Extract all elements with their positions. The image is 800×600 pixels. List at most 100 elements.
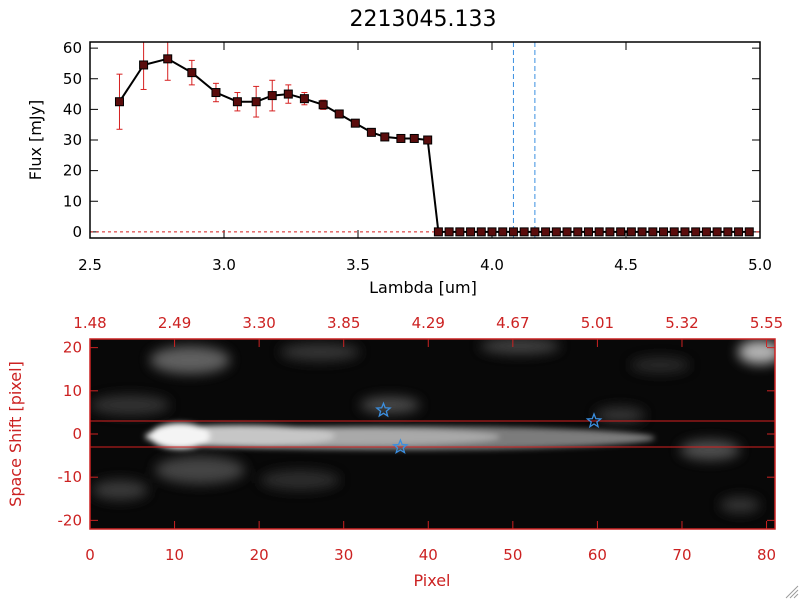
data-point xyxy=(659,227,669,237)
data-point xyxy=(530,227,540,237)
image-panel: 0 10 20 30 40 50 60 70 80 1.48 2.49 3.30 3.85 4.29 4.6… xyxy=(6,314,783,590)
pixel-tick-label: 50 xyxy=(503,546,522,564)
wavelength-tick-label: 1.48 xyxy=(73,314,106,332)
data-point xyxy=(616,227,626,237)
pixel-tick-label: 60 xyxy=(588,546,607,564)
data-point xyxy=(498,227,508,237)
pixel-axis-label: Pixel xyxy=(413,571,450,590)
pixel-tick-label: 40 xyxy=(419,546,438,564)
y-tick-label: 40 xyxy=(63,100,82,118)
data-point xyxy=(701,227,711,237)
data-point xyxy=(573,227,583,237)
data-point xyxy=(551,227,561,237)
data-point xyxy=(114,97,124,107)
data-point xyxy=(669,227,679,237)
data-point xyxy=(723,227,733,237)
data-point xyxy=(626,227,636,237)
data-point xyxy=(594,227,604,237)
x-tick-label: 4.0 xyxy=(480,256,504,274)
spectrum-plot-frame xyxy=(89,41,761,239)
data-point xyxy=(299,94,309,104)
wavelength-tick-label: 5.32 xyxy=(665,314,698,332)
data-point xyxy=(487,227,497,237)
x-tick-label: 3.5 xyxy=(346,256,370,274)
data-point xyxy=(211,88,221,98)
x-tick-label: 2.5 xyxy=(78,256,102,274)
space-shift-tick-label: 0 xyxy=(72,425,82,443)
data-point xyxy=(232,97,242,107)
data-point xyxy=(466,227,476,237)
pixel-tick-label: 80 xyxy=(757,546,776,564)
data-point xyxy=(541,227,551,237)
spectrum-marks xyxy=(90,42,760,238)
wavelength-tick-label: 3.85 xyxy=(327,314,360,332)
data-point xyxy=(455,227,465,237)
wavelength-tick-label: 3.30 xyxy=(242,314,275,332)
data-point xyxy=(691,227,701,237)
data-point xyxy=(380,132,390,142)
data-point xyxy=(712,227,722,237)
data-point xyxy=(283,89,293,99)
spectrum-image xyxy=(90,339,775,529)
x-axis-label: Lambda [um] xyxy=(369,278,477,297)
wavelength-tick-label: 4.29 xyxy=(412,314,445,332)
data-point xyxy=(334,109,344,119)
data-point xyxy=(734,227,744,237)
data-point xyxy=(163,54,173,64)
y-tick-label: 10 xyxy=(63,192,82,210)
data-point xyxy=(251,97,261,107)
x-tick-label: 5.0 xyxy=(748,256,772,274)
y-axis-label: Flux [mJy] xyxy=(26,100,45,181)
data-point xyxy=(476,227,486,237)
wavelength-tick-label: 4.67 xyxy=(496,314,529,332)
y-tick-label: 60 xyxy=(63,39,82,57)
data-point xyxy=(648,227,658,237)
data-point xyxy=(350,118,360,128)
spectrum-panel: 2213045.133 2.5 3.0 3.5 4.0 4.5 5.0 0 10 20 30 40 5… xyxy=(26,7,772,297)
source-star-marker xyxy=(392,438,409,455)
resize-grip[interactable] xyxy=(785,585,799,599)
data-point xyxy=(396,133,406,143)
data-point xyxy=(187,68,197,78)
space-shift-axis-label: Space Shift [pixel] xyxy=(6,361,25,507)
y-tick-label: 20 xyxy=(63,162,82,180)
image-overlays xyxy=(90,401,775,455)
source-star-marker xyxy=(375,401,392,418)
data-point xyxy=(444,227,454,237)
flux-series-line xyxy=(118,57,750,233)
data-point xyxy=(744,227,754,237)
pixel-tick-label: 20 xyxy=(250,546,269,564)
data-point xyxy=(423,135,433,145)
data-point xyxy=(519,227,529,237)
data-point xyxy=(267,91,277,101)
y-tick-label: 50 xyxy=(63,70,82,88)
space-shift-tick-label: -10 xyxy=(58,468,83,486)
data-point xyxy=(508,227,518,237)
data-point xyxy=(637,227,647,237)
pixel-tick-label: 10 xyxy=(165,546,184,564)
data-point xyxy=(562,227,572,237)
y-tick-label: 0 xyxy=(72,223,82,241)
wavelength-tick-label: 5.01 xyxy=(581,314,614,332)
space-shift-tick-label: 10 xyxy=(63,382,82,400)
space-shift-tick-label: 20 xyxy=(63,339,82,357)
y-tick-label: 30 xyxy=(63,131,82,149)
data-point xyxy=(433,227,443,237)
x-tick-label: 4.5 xyxy=(614,256,638,274)
data-point xyxy=(139,60,149,70)
data-point xyxy=(318,100,328,110)
data-point xyxy=(366,127,376,137)
x-tick-label: 3.0 xyxy=(212,256,236,274)
data-point xyxy=(409,133,419,143)
wavelength-tick-label: 5.55 xyxy=(750,314,783,332)
image-axes: 0 10 20 30 40 50 60 70 80 1.48 2.49 3.30 3.85 4.29 4.6… xyxy=(58,314,784,564)
spectrum-axes: 2.5 3.0 3.5 4.0 4.5 5.0 0 10 20 30 40 50 60 xyxy=(63,39,772,274)
chart-title: 2213045.133 xyxy=(350,7,497,32)
wavelength-tick-label: 2.49 xyxy=(158,314,191,332)
data-point xyxy=(583,227,593,237)
pixel-tick-label: 30 xyxy=(334,546,353,564)
pixel-tick-label: 0 xyxy=(85,546,95,564)
pixel-tick-label: 70 xyxy=(672,546,691,564)
data-point xyxy=(680,227,690,237)
